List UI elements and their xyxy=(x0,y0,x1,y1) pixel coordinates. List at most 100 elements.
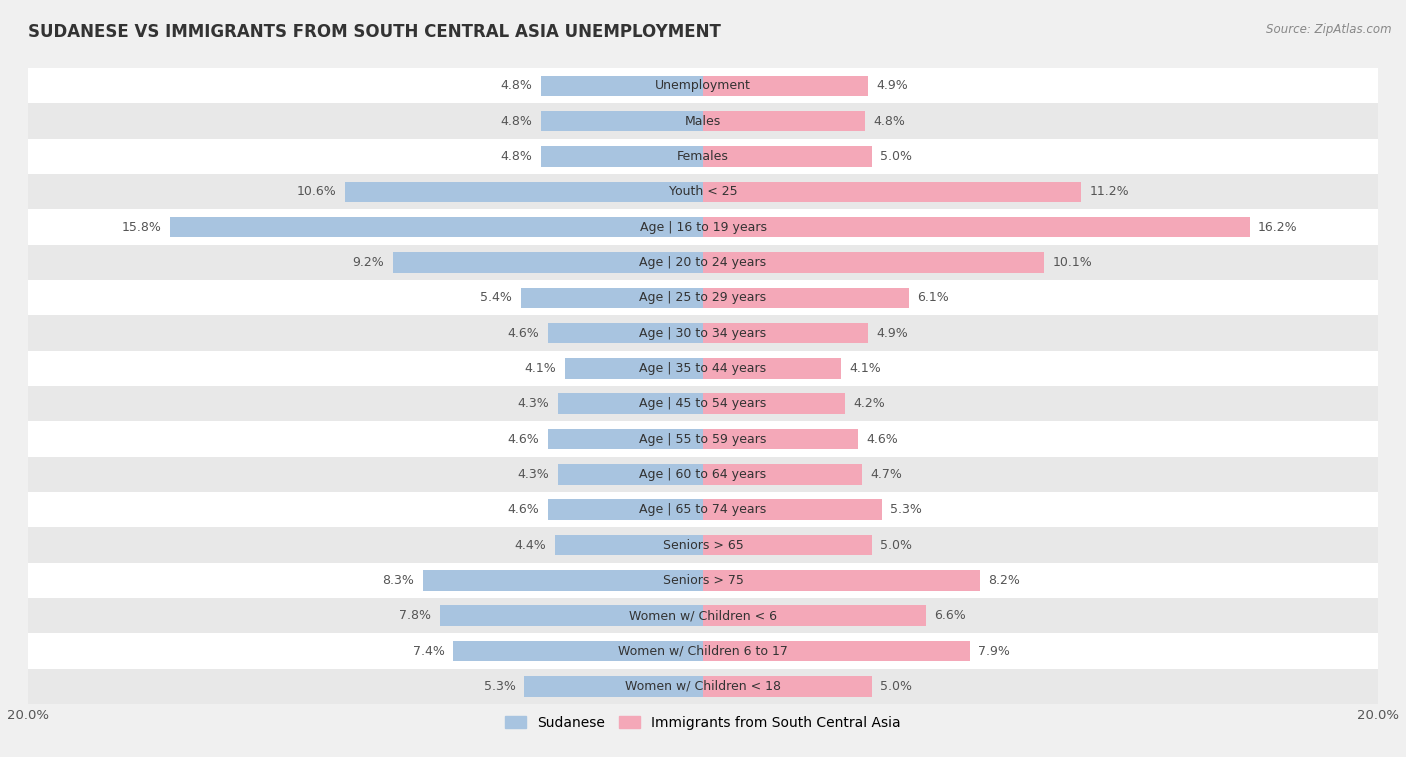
Bar xyxy=(28,350,1378,386)
Text: Males: Males xyxy=(685,114,721,128)
Text: 4.3%: 4.3% xyxy=(517,397,550,410)
Bar xyxy=(703,288,908,308)
Text: 16.2%: 16.2% xyxy=(1258,220,1298,234)
Text: 6.1%: 6.1% xyxy=(917,291,949,304)
Text: Age | 25 to 29 years: Age | 25 to 29 years xyxy=(640,291,766,304)
Text: 5.3%: 5.3% xyxy=(890,503,922,516)
Bar xyxy=(548,322,703,344)
Bar xyxy=(565,358,703,378)
Bar xyxy=(703,640,970,662)
Text: 4.8%: 4.8% xyxy=(873,114,905,128)
Bar xyxy=(703,428,858,450)
Text: 4.8%: 4.8% xyxy=(501,150,533,163)
Text: Seniors > 75: Seniors > 75 xyxy=(662,574,744,587)
Bar xyxy=(170,217,703,238)
Bar xyxy=(703,358,841,378)
Text: 5.0%: 5.0% xyxy=(880,680,912,693)
Text: 5.0%: 5.0% xyxy=(880,538,912,552)
Bar xyxy=(703,76,869,96)
Text: Age | 20 to 24 years: Age | 20 to 24 years xyxy=(640,256,766,269)
Text: 5.3%: 5.3% xyxy=(484,680,516,693)
Bar xyxy=(558,394,703,414)
Text: 9.2%: 9.2% xyxy=(353,256,384,269)
Text: 4.1%: 4.1% xyxy=(524,362,557,375)
Text: SUDANESE VS IMMIGRANTS FROM SOUTH CENTRAL ASIA UNEMPLOYMENT: SUDANESE VS IMMIGRANTS FROM SOUTH CENTRA… xyxy=(28,23,721,41)
Bar xyxy=(703,570,980,590)
Bar xyxy=(28,386,1378,422)
Bar xyxy=(703,394,845,414)
Bar xyxy=(541,111,703,132)
Bar xyxy=(28,598,1378,634)
Text: 4.6%: 4.6% xyxy=(508,326,540,340)
Bar xyxy=(28,316,1378,350)
Bar xyxy=(28,174,1378,210)
Text: 4.8%: 4.8% xyxy=(501,114,533,128)
Bar xyxy=(703,534,872,556)
Bar xyxy=(28,245,1378,280)
Text: 4.9%: 4.9% xyxy=(877,79,908,92)
Text: Age | 30 to 34 years: Age | 30 to 34 years xyxy=(640,326,766,340)
Text: Women w/ Children < 6: Women w/ Children < 6 xyxy=(628,609,778,622)
Text: 7.8%: 7.8% xyxy=(399,609,432,622)
Text: Seniors > 65: Seniors > 65 xyxy=(662,538,744,552)
Bar xyxy=(28,210,1378,245)
Text: 6.6%: 6.6% xyxy=(934,609,966,622)
Text: 8.2%: 8.2% xyxy=(988,574,1019,587)
Text: 4.7%: 4.7% xyxy=(870,468,901,481)
Bar xyxy=(453,640,703,662)
Text: Females: Females xyxy=(678,150,728,163)
Bar xyxy=(392,252,703,273)
Bar xyxy=(346,182,703,202)
Bar xyxy=(548,428,703,450)
Text: 7.9%: 7.9% xyxy=(979,644,1010,658)
Text: 4.6%: 4.6% xyxy=(866,432,898,446)
Bar xyxy=(541,76,703,96)
Text: Age | 55 to 59 years: Age | 55 to 59 years xyxy=(640,432,766,446)
Bar xyxy=(703,500,882,520)
Text: Youth < 25: Youth < 25 xyxy=(669,185,737,198)
Bar xyxy=(703,606,925,626)
Bar xyxy=(703,252,1043,273)
Bar xyxy=(28,68,1378,104)
Text: Age | 35 to 44 years: Age | 35 to 44 years xyxy=(640,362,766,375)
Legend: Sudanese, Immigrants from South Central Asia: Sudanese, Immigrants from South Central … xyxy=(499,710,907,735)
Text: Unemployment: Unemployment xyxy=(655,79,751,92)
Text: Age | 16 to 19 years: Age | 16 to 19 years xyxy=(640,220,766,234)
Bar xyxy=(703,217,1250,238)
Bar xyxy=(703,322,869,344)
Text: 4.6%: 4.6% xyxy=(508,503,540,516)
Bar xyxy=(28,456,1378,492)
Text: 7.4%: 7.4% xyxy=(413,644,444,658)
Bar xyxy=(28,562,1378,598)
Text: Source: ZipAtlas.com: Source: ZipAtlas.com xyxy=(1267,23,1392,36)
Bar xyxy=(28,280,1378,316)
Bar xyxy=(28,492,1378,528)
Text: 10.6%: 10.6% xyxy=(297,185,337,198)
Text: Age | 65 to 74 years: Age | 65 to 74 years xyxy=(640,503,766,516)
Text: 4.8%: 4.8% xyxy=(501,79,533,92)
Text: Age | 45 to 54 years: Age | 45 to 54 years xyxy=(640,397,766,410)
Bar xyxy=(28,668,1378,704)
Bar xyxy=(703,464,862,484)
Text: 4.9%: 4.9% xyxy=(877,326,908,340)
Text: Women w/ Children < 18: Women w/ Children < 18 xyxy=(626,680,780,693)
Bar xyxy=(703,676,872,696)
Bar xyxy=(28,528,1378,562)
Text: 4.3%: 4.3% xyxy=(517,468,550,481)
Text: 10.1%: 10.1% xyxy=(1052,256,1092,269)
Bar xyxy=(541,146,703,167)
Text: 4.4%: 4.4% xyxy=(515,538,546,552)
Bar xyxy=(520,288,703,308)
Bar xyxy=(548,500,703,520)
Bar xyxy=(524,676,703,696)
Bar xyxy=(703,146,872,167)
Text: Women w/ Children 6 to 17: Women w/ Children 6 to 17 xyxy=(619,644,787,658)
Text: Age | 60 to 64 years: Age | 60 to 64 years xyxy=(640,468,766,481)
Bar xyxy=(28,139,1378,174)
Bar xyxy=(440,606,703,626)
Bar xyxy=(558,464,703,484)
Bar xyxy=(28,422,1378,456)
Text: 11.2%: 11.2% xyxy=(1090,185,1129,198)
Text: 4.2%: 4.2% xyxy=(853,397,884,410)
Text: 5.4%: 5.4% xyxy=(481,291,512,304)
